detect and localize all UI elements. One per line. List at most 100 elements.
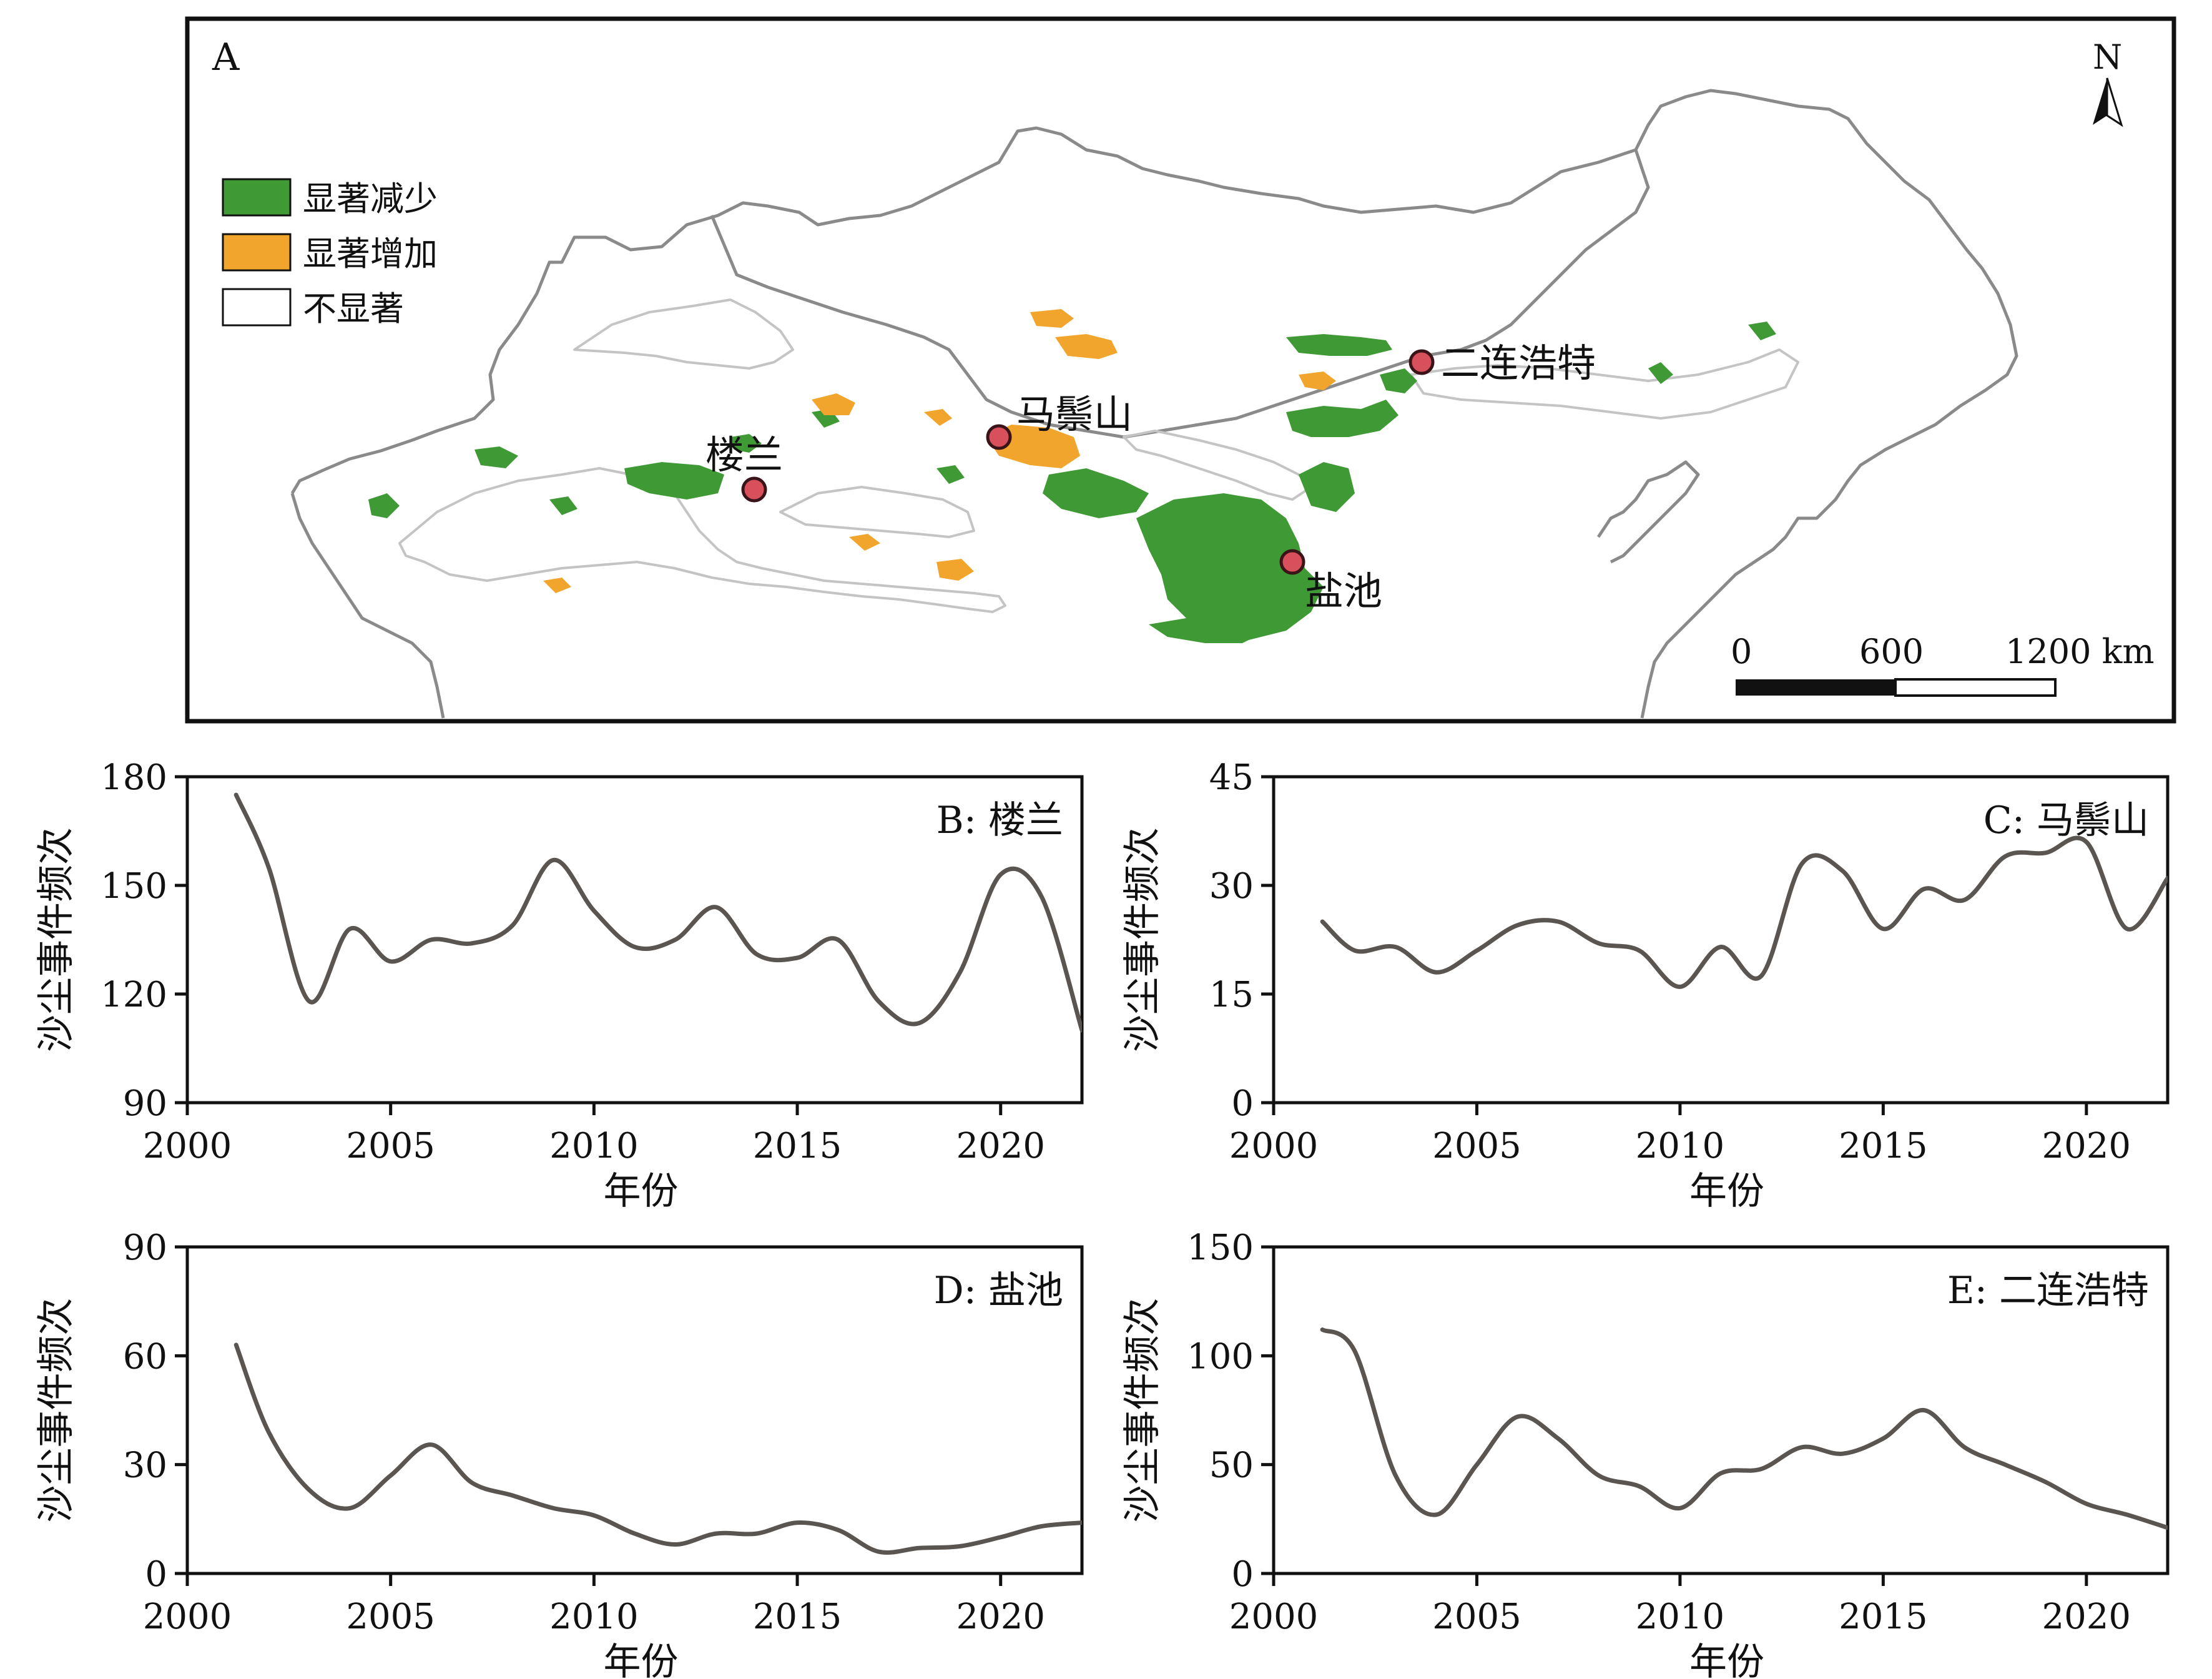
legend-label-increase: 显著增加 bbox=[303, 234, 438, 273]
site-marker-erenhot bbox=[1408, 349, 1435, 375]
site-label-yanchi: 盐池 bbox=[1305, 568, 1382, 614]
chart-c-ytick-label: 0 bbox=[1231, 1083, 1254, 1124]
legend-swatch-increase bbox=[222, 233, 292, 272]
site-marker-mazongshan bbox=[986, 424, 1012, 450]
chart-b-ytick-label: 150 bbox=[101, 866, 167, 907]
line-charts: 2000 2005 2010 2015 202090120150180年份沙尘事件频次B… bbox=[34, 757, 2170, 1679]
chart-c-xtick-label: 2000 bbox=[1229, 1126, 1319, 1166]
map-legend: 显著减少 显著增加 不显著 bbox=[222, 178, 438, 328]
legend-label-decrease: 显著减少 bbox=[303, 179, 438, 219]
chart-d-xlabel: 年份 bbox=[604, 1640, 679, 1679]
west-boundary bbox=[290, 493, 445, 719]
site-markers: 楼兰 马鬃山 二连浩特 盐池 bbox=[705, 340, 1596, 614]
chart-d-ytick-label: 0 bbox=[145, 1554, 167, 1595]
chart-c-series-line bbox=[1320, 835, 2168, 989]
chart-c-ylabel: 沙尘事件频次 bbox=[1121, 827, 1164, 1052]
scale-bar: 0 600 1200 km bbox=[1731, 632, 2155, 697]
north-arrow: N bbox=[2093, 37, 2123, 127]
alxa-outline bbox=[1123, 430, 1312, 501]
chart-b-ytick-label: 120 bbox=[101, 975, 167, 1015]
chart-b-xtick-label: 2010 bbox=[549, 1126, 639, 1166]
chart-d-series-line bbox=[233, 1342, 1082, 1555]
chart-d: 2000 2005 2010 2015 2020 0 30 60 90 年份 沙尘事件频次 D: 盐池 bbox=[34, 1228, 1084, 1679]
chart-b-xtick-label: 2015 bbox=[753, 1126, 842, 1166]
north-arrow-label: N bbox=[2093, 37, 2122, 77]
chart-b-xtick-label: 2000 bbox=[143, 1126, 232, 1166]
chart-e: 2000 2005 2010 2015 2020 0 50 100 150 年份 沙尘事件频次 E: … bbox=[1121, 1228, 2170, 1679]
legend-swatch-decrease bbox=[222, 178, 292, 217]
chart-e-ytick-label: 100 bbox=[1187, 1336, 1254, 1377]
chart-e-title: E: 二连浩特 bbox=[1947, 1269, 2149, 1312]
site-label-mazongshan: 马鬃山 bbox=[1016, 391, 1133, 437]
chart-e-ylabel: 沙尘事件频次 bbox=[1121, 1298, 1164, 1523]
chart-b-series-line bbox=[233, 792, 1082, 1033]
north-outline bbox=[710, 149, 1650, 439]
junggar-outline bbox=[573, 298, 794, 370]
horqin-outline bbox=[1410, 348, 1799, 420]
increase-patches bbox=[543, 309, 1336, 593]
chart-e-ytick-label: 0 bbox=[1231, 1554, 1254, 1595]
site-label-loulan: 楼兰 bbox=[705, 432, 783, 478]
chart-c: 2000 2005 2010 2015 2020 0 15 30 45 年份 沙尘事件频次 C: 马鬃… bbox=[1121, 757, 2170, 1213]
map-panel: 显著减少 显著增加 不显著 A N 楼兰 马鬃山 二连浩特 盐池 bbox=[185, 16, 2176, 724]
legend-label-insignificant: 不显著 bbox=[303, 289, 404, 328]
chart-b-frame bbox=[185, 775, 1084, 1105]
chart-b-title: B: 楼兰 bbox=[936, 799, 1063, 842]
north-arrow-icon bbox=[2093, 78, 2107, 125]
chart-c-ytick-label: 15 bbox=[1209, 975, 1254, 1015]
scale-label-0: 0 bbox=[1731, 632, 1752, 671]
chart-c-ytick-label: 45 bbox=[1209, 757, 1254, 798]
chart-e-ytick-label: 50 bbox=[1209, 1445, 1254, 1486]
outer-boundary bbox=[290, 89, 2018, 719]
chart-b-xlabel: 年份 bbox=[604, 1169, 679, 1213]
chart-d-xtick-label: 2015 bbox=[753, 1597, 842, 1637]
qaidam-outline bbox=[779, 486, 975, 538]
chart-e-xtick-label: 2020 bbox=[2042, 1597, 2131, 1637]
chart-b-xtick-label: 2005 bbox=[346, 1126, 435, 1166]
scale-bar-white bbox=[1894, 678, 2057, 697]
chart-b-xtick-label: 2020 bbox=[956, 1126, 1045, 1166]
chart-d-frame bbox=[185, 1245, 1084, 1575]
chart-b-ylabel: 沙尘事件频次 bbox=[34, 827, 78, 1052]
chart-d-ytick-label: 30 bbox=[123, 1445, 167, 1486]
scale-label-1200: 1200 km bbox=[2005, 632, 2155, 671]
site-label-erenhot: 二连浩特 bbox=[1441, 340, 1596, 386]
map-frame bbox=[185, 16, 2176, 724]
chart-c-xtick-label: 2005 bbox=[1432, 1126, 1521, 1166]
site-marker-loulan bbox=[741, 476, 767, 503]
chart-d-ylabel: 沙尘事件频次 bbox=[34, 1298, 78, 1523]
chart-e-xtick-label: 2010 bbox=[1636, 1597, 1725, 1637]
chart-d-ytick-label: 90 bbox=[123, 1228, 167, 1268]
chart-d-xtick-label: 2020 bbox=[956, 1597, 1045, 1637]
coast-boundary bbox=[1596, 460, 1700, 564]
chart-b-ytick-label: 90 bbox=[123, 1083, 167, 1124]
chart-b: 2000 2005 2010 2015 2020 90 120 150 180 年份 沙尘事件频次 B… bbox=[34, 757, 1084, 1213]
chart-d-xtick-label: 2010 bbox=[549, 1597, 639, 1637]
chart-e-series-line bbox=[1320, 1327, 2168, 1530]
chart-d-ytick-label: 60 bbox=[123, 1336, 167, 1377]
chart-e-xlabel: 年份 bbox=[1689, 1640, 1764, 1679]
scale-bar-black bbox=[1736, 679, 1895, 696]
chart-c-xtick-label: 2010 bbox=[1636, 1126, 1725, 1166]
chart-c-xlabel: 年份 bbox=[1689, 1169, 1764, 1213]
chart-c-xtick-label: 2020 bbox=[2042, 1126, 2131, 1166]
chart-c-title: C: 马鬃山 bbox=[1983, 799, 2149, 842]
chart-c-xtick-label: 2015 bbox=[1839, 1126, 1928, 1166]
chart-d-xtick-label: 2000 bbox=[143, 1597, 232, 1637]
chart-c-ytick-label: 30 bbox=[1209, 866, 1254, 907]
scale-label-600: 600 bbox=[1859, 632, 1924, 671]
chart-e-frame bbox=[1272, 1245, 2170, 1575]
legend-swatch-insignificant bbox=[222, 288, 292, 327]
chart-d-title: D: 盐池 bbox=[934, 1269, 1063, 1312]
decrease-patches bbox=[368, 322, 1776, 643]
chart-e-xtick-label: 2005 bbox=[1432, 1597, 1521, 1637]
chart-e-ytick-label: 150 bbox=[1187, 1228, 1254, 1268]
site-marker-yanchi bbox=[1279, 549, 1305, 575]
chart-e-xtick-label: 2015 bbox=[1839, 1597, 1928, 1637]
chart-d-xtick-label: 2005 bbox=[346, 1597, 435, 1637]
map-panel-label: A bbox=[212, 36, 240, 79]
chart-e-xtick-label: 2000 bbox=[1229, 1597, 1319, 1637]
chart-b-ytick-label: 180 bbox=[101, 757, 167, 798]
chart-c-frame bbox=[1272, 775, 2170, 1105]
